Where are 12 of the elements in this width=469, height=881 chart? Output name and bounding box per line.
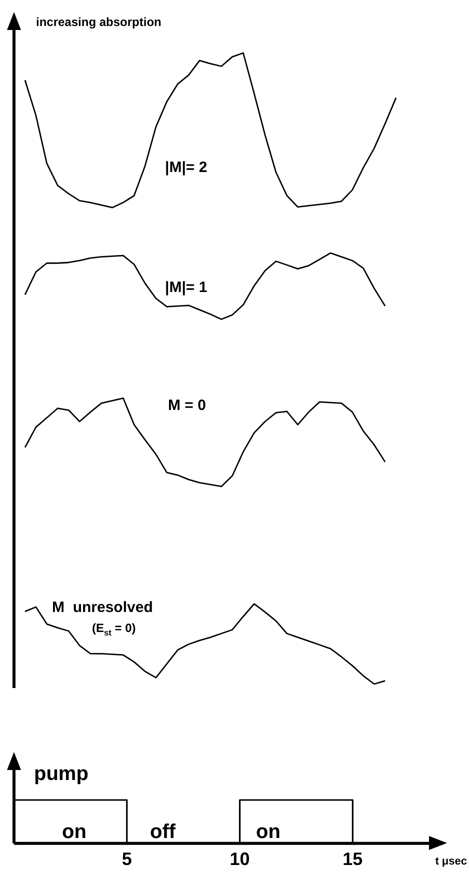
text: M = 0	[168, 397, 206, 414]
x-axis-title: t μsec	[435, 855, 467, 868]
annotation: on	[256, 821, 280, 843]
x-tick-label: 15	[342, 849, 363, 870]
x-tick-label: 5	[122, 849, 132, 870]
series-label: |M|= 1	[165, 279, 208, 296]
annotation: off	[150, 821, 176, 843]
annotation: on	[62, 821, 86, 843]
series-label: |M|= 2	[165, 159, 208, 176]
y-axis-title: increasing absorption	[36, 15, 162, 29]
x-tick-label: 10	[230, 849, 250, 870]
y-axis-title: pump	[34, 763, 88, 785]
